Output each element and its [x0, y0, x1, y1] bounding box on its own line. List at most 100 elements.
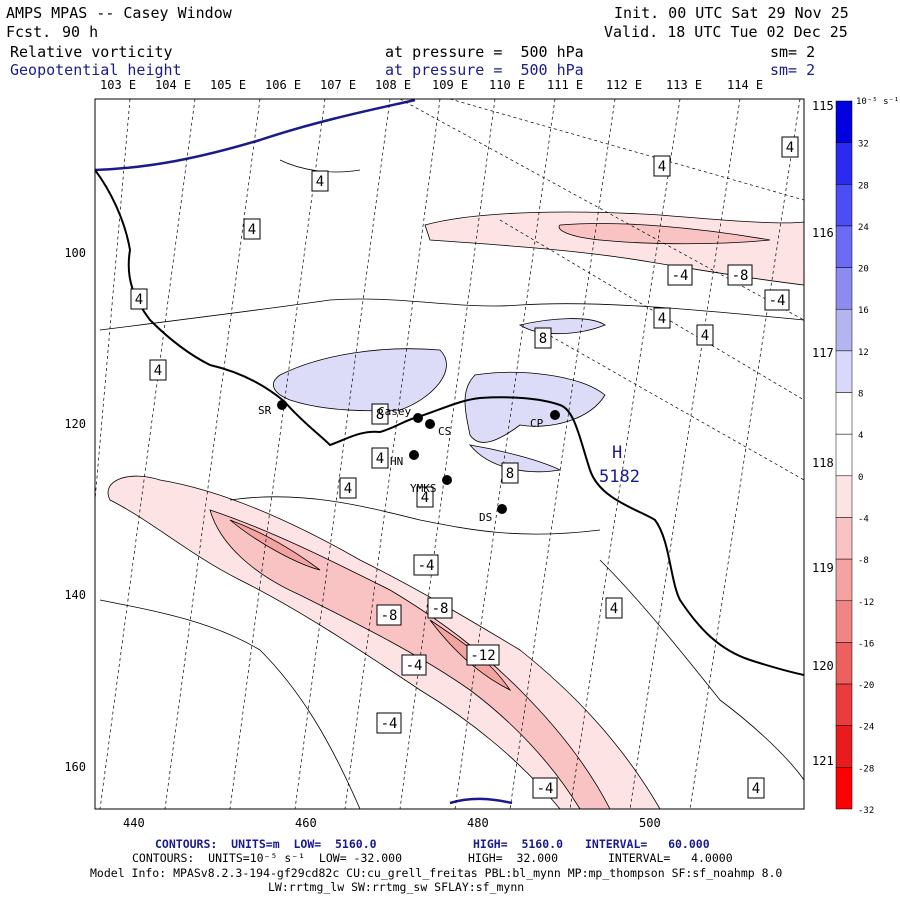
footer-line2-b: HIGH= 32.000: [468, 851, 559, 865]
svg-text:112 E: 112 E: [606, 78, 642, 92]
footer-line2-a: CONTOURS: UNITS=10⁻⁵ s⁻¹ LOW= -32.000: [132, 851, 403, 865]
svg-text:4: 4: [376, 451, 384, 467]
contour-label: -12: [466, 644, 500, 666]
svg-text:Casey: Casey: [378, 405, 411, 418]
svg-text:-4: -4: [537, 781, 554, 797]
footer-line1-c: INTERVAL= 60.000: [585, 837, 710, 851]
station-marker: DS: [479, 504, 507, 524]
station-marker: Casey: [378, 405, 423, 423]
svg-text:480: 480: [467, 816, 489, 830]
contour-label: -4: [401, 654, 427, 676]
svg-text:4: 4: [701, 328, 709, 344]
latitude-lines: [399, 99, 804, 481]
vorticity-contour: [99, 599, 361, 809]
svg-text:-4: -4: [769, 293, 786, 309]
svg-text:-8: -8: [732, 268, 749, 284]
map-field-layer: [95, 99, 804, 809]
svg-text:103 E: 103 E: [100, 78, 136, 92]
colorbar-tick-label: 12: [858, 348, 869, 358]
colorbar-tick-label: 16: [858, 306, 869, 316]
colorbar-swatch: [835, 350, 853, 393]
svg-text:YMKS: YMKS: [410, 482, 437, 495]
colorbar-swatch: [835, 142, 853, 185]
neg-vorticity-shading-upper: [424, 211, 804, 286]
svg-text:-4: -4: [418, 558, 435, 574]
contour-label: 8: [371, 403, 389, 425]
svg-text:-4: -4: [381, 716, 398, 732]
field2-name: Geopotential height: [10, 61, 182, 79]
svg-text:140: 140: [64, 588, 86, 602]
contour-label: 4: [416, 486, 434, 508]
svg-text:4: 4: [752, 781, 760, 797]
svg-text:110 E: 110 E: [489, 78, 525, 92]
svg-text:111 E: 111 E: [547, 78, 583, 92]
contour-label: 4: [781, 136, 799, 158]
svg-text:113 E: 113 E: [666, 78, 702, 92]
colorbar-tick-label: 4: [858, 431, 863, 441]
svg-text:107 E: 107 E: [320, 78, 356, 92]
contour-label: -8: [376, 604, 402, 626]
svg-text:4: 4: [344, 481, 352, 497]
station-marker: HN: [390, 450, 419, 468]
footer-line1-b: HIGH= 5160.0: [473, 837, 564, 851]
svg-text:-12: -12: [470, 648, 495, 664]
colorbar-tick-label: 0: [858, 473, 863, 483]
colorbar-tick-label: -12: [858, 598, 874, 608]
colorbar: 32 28 24 20 16 12 8 4 0 -4 -8 -12 -16 -20 -24 -28 -32: [835, 100, 874, 816]
svg-text:106 E: 106 E: [265, 78, 301, 92]
longitude-lines: [95, 99, 801, 809]
colorbar-tick-label: 24: [858, 223, 869, 233]
contour-label: 4: [243, 218, 261, 240]
fcst-label: Fcst.: [6, 23, 52, 41]
svg-text:8: 8: [376, 407, 384, 423]
colorbar-swatch: [835, 767, 853, 810]
valid-time: Valid. 18 UTC Tue 02 Dec 25: [604, 23, 848, 41]
footer-line2-c: INTERVAL= 4.0000: [608, 851, 733, 865]
fcst-value: 90 h: [62, 23, 99, 41]
svg-text:500: 500: [639, 816, 661, 830]
contour-label-layer: 4 4 4 4 4 4 4 4 4 4 4 4 4 -4 -8 -4 8 8 8…: [130, 136, 799, 799]
svg-text:4: 4: [610, 601, 618, 617]
colorbar-tick-label: -32: [858, 806, 874, 816]
vorticity-contour: [229, 496, 601, 535]
colorbar-swatch: [835, 600, 853, 643]
station-marker: YMKS: [410, 475, 452, 495]
colorbar-tick-label: 32: [858, 140, 869, 150]
contour-label: -4: [376, 712, 402, 734]
colorbar-tick-label: 28: [858, 181, 869, 191]
colorbar-tick-label: -28: [858, 764, 874, 774]
svg-text:H: H: [612, 443, 622, 463]
colorbar-swatch: [835, 683, 853, 726]
contour-label: 4: [130, 288, 148, 310]
station-marker: SR: [258, 400, 287, 417]
contour-label: 8: [501, 462, 519, 484]
footer-line1-a: CONTOURS: UNITS=m LOW= 5160.0: [155, 837, 377, 851]
neg-vorticity-shading-3: [229, 519, 512, 692]
svg-text:-8: -8: [381, 608, 398, 624]
svg-text:4: 4: [421, 490, 429, 506]
colorbar-tick-label: 8: [858, 390, 863, 400]
colorbar-tick-label: -16: [858, 639, 874, 649]
svg-text:8: 8: [506, 466, 514, 482]
colorbar-tick-label: 20: [858, 265, 869, 275]
contour-label: 4: [311, 170, 329, 192]
colorbar-swatch: [835, 100, 853, 143]
svg-text:105 E: 105 E: [210, 78, 246, 92]
contour-label: 4: [653, 307, 671, 329]
svg-text:HN: HN: [390, 455, 403, 468]
svg-text:4: 4: [154, 363, 162, 379]
svg-text:8: 8: [539, 331, 547, 347]
pos-vorticity-shading: [273, 348, 447, 412]
station-marker: CP: [530, 410, 560, 430]
contour-label: -4: [764, 289, 790, 311]
contour-label: 8: [534, 327, 552, 349]
neg-vorticity-shading-upper-2: [558, 223, 771, 245]
pos-vorticity-shading-4: [469, 444, 562, 473]
field2-smoothing: sm= 2: [770, 61, 816, 79]
svg-text:120: 120: [64, 417, 86, 431]
svg-text:CS: CS: [438, 425, 451, 438]
geopotential-contour: [449, 797, 513, 805]
colorbar-swatch: [835, 225, 853, 268]
contour-label: 4: [696, 324, 714, 346]
field1-level: at pressure = 500 hPa: [385, 43, 584, 61]
